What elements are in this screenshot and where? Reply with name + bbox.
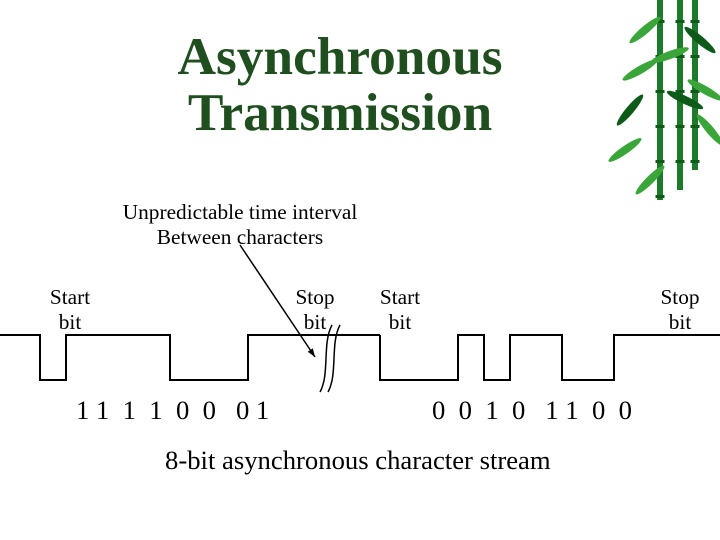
bamboo-decoration [590, 0, 720, 200]
stop-bit-right-line2: bit [669, 310, 692, 334]
start-bit-right-line1: Start [380, 285, 420, 309]
break-mark [320, 325, 332, 392]
stop-bit-left-line2: bit [304, 310, 327, 334]
title-line1: Asynchronous [177, 26, 502, 86]
start-bit-left-line2: bit [59, 310, 82, 334]
waveform-path [0, 335, 310, 380]
bit-stream-right: 0 0 1 0 1 1 0 0 [432, 395, 632, 426]
start-bit-right-line2: bit [389, 310, 412, 334]
waveform-path [380, 335, 720, 380]
start-bit-left-line1: Start [50, 285, 90, 309]
caption: 8-bit asynchronous character stream [165, 445, 551, 476]
interval-label-line2: Between characters [157, 225, 323, 249]
break-mark [328, 325, 340, 392]
stop-bit-left-label: Stop bit [285, 285, 345, 334]
title-line2: Transmission [188, 82, 492, 142]
start-bit-left-label: Start bit [40, 285, 100, 334]
bit-stream-left: 1 1 1 1 0 0 0 1 [76, 395, 269, 426]
interval-label-line1: Unpredictable time interval [123, 200, 358, 224]
page-title: Asynchronous Transmission [110, 28, 570, 140]
stop-bit-right-label: Stop bit [650, 285, 710, 334]
interval-label: Unpredictable time interval Between char… [110, 200, 370, 249]
start-bit-right-label: Start bit [370, 285, 430, 334]
stop-bit-right-line1: Stop [660, 285, 699, 309]
interval-arrow-head [308, 348, 315, 357]
stop-bit-left-line1: Stop [295, 285, 334, 309]
